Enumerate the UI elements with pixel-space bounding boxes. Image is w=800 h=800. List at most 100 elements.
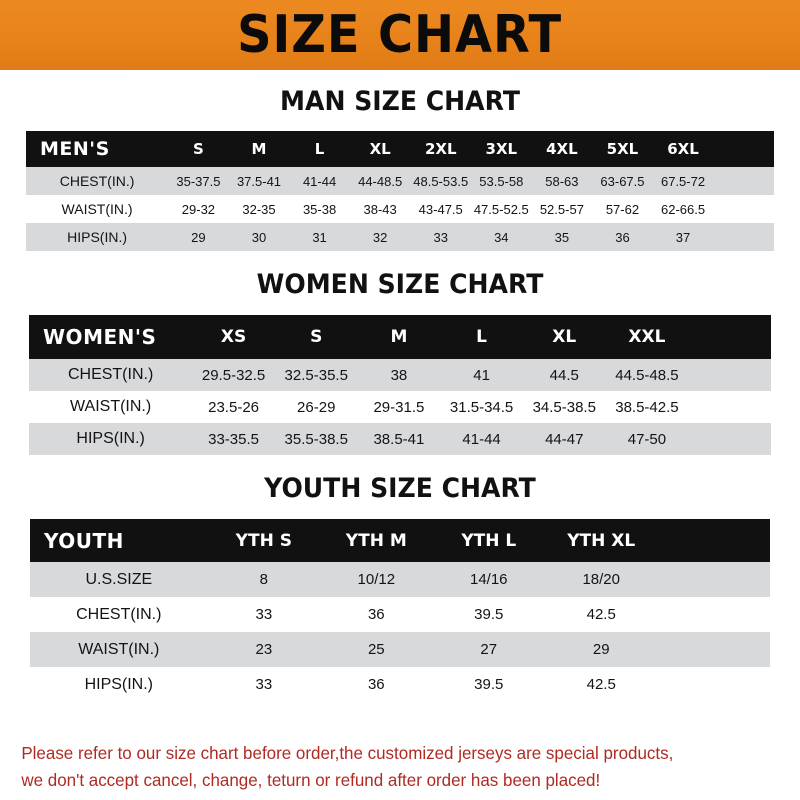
table-row: WAIST(IN.) 23.5-26 26-29 29-31.5 31.5-34.5 34… (29, 391, 771, 423)
women-cell: 44.5-48.5 (605, 359, 689, 391)
men-cell: 37.5-41 (228, 167, 290, 195)
women-cell: 33-35.5 (192, 423, 275, 455)
women-cell: 23.5-26 (192, 391, 275, 423)
men-cell: 48.5-53.5 (410, 167, 472, 195)
men-row-label: HIPS(IN.) (26, 223, 169, 251)
youth-cell: 36 (320, 667, 433, 702)
men-cell: 35-38 (289, 195, 350, 223)
men-cell: 53.5-58 (471, 167, 532, 195)
youth-cell: 36 (320, 597, 433, 632)
men-cell-filler (713, 223, 774, 251)
women-cell: 47-50 (605, 423, 689, 455)
table-row: HIPS(IN.) 33-35.5 35.5-38.5 38.5-41 41-44 44-… (29, 423, 771, 455)
women-size-header-xs: XS (192, 315, 275, 359)
youth-table-head: YOUTH YTH S YTH M YTH L YTH XL (30, 519, 770, 562)
youth-row-label: U.S.SIZE (30, 562, 208, 597)
youth-row-label: CHEST(IN.) (30, 597, 208, 632)
youth-size-header-yth-s: YTH S (207, 519, 321, 562)
men-size-header-5xl: 5XL (592, 131, 653, 167)
table-row: WAIST(IN.) 29-32 32-35 35-38 38-43 43-47.5 47.… (26, 195, 774, 223)
youth-size-header-yth-m: YTH M (320, 519, 433, 562)
women-row-label: HIPS(IN.) (29, 423, 193, 455)
women-header-filler (688, 315, 771, 359)
women-size-table: WOMEN'S XS S M L XL XXL CHEST(IN.) 29.5-32.5 32… (29, 315, 771, 455)
youth-cell: 42.5 (545, 667, 658, 702)
men-cell: 35-37.5 (168, 167, 229, 195)
men-cell: 37 (652, 223, 714, 251)
youth-cell: 29 (545, 632, 658, 667)
men-size-header-6xl: 6XL (652, 131, 714, 167)
men-cell: 36 (592, 223, 653, 251)
men-cell: 67.5-72 (652, 167, 714, 195)
youth-cell: 14/16 (432, 562, 545, 597)
youth-size-table: YOUTH YTH S YTH M YTH L YTH XL U.S.SIZE 8 10/… (30, 519, 770, 702)
women-cell: 35.5-38.5 (274, 423, 358, 455)
women-cell: 38.5-41 (357, 423, 441, 455)
women-size-header-m: M (357, 315, 441, 359)
youth-cell: 33 (207, 597, 321, 632)
men-cell: 32-35 (228, 195, 290, 223)
youth-row-label: HIPS(IN.) (30, 667, 208, 702)
men-cell-filler (713, 195, 774, 223)
size-chart-banner: SIZE CHART (0, 0, 800, 70)
table-row: HIPS(IN.) 33 36 39.5 42.5 (30, 667, 770, 702)
women-cell-filler (688, 423, 771, 455)
men-size-header-3xl: 3XL (471, 131, 532, 167)
men-table-head: MEN'S S M L XL 2XL 3XL 4XL 5XL 6XL (26, 131, 774, 167)
women-row-label: WAIST(IN.) (29, 391, 193, 423)
men-cell: 29-32 (168, 195, 229, 223)
disclaimer-line-2: we don't accept cancel, change, teturn o… (21, 769, 601, 790)
men-cell: 35 (531, 223, 593, 251)
men-header-row: MEN'S S M L XL 2XL 3XL 4XL 5XL 6XL (26, 131, 774, 167)
table-row: HIPS(IN.) 29 30 31 32 33 34 35 36 37 (26, 223, 774, 251)
youth-table-body: U.S.SIZE 8 10/12 14/16 18/20 CHEST(IN.) 33 36 3… (30, 562, 770, 702)
men-cell: 29 (168, 223, 229, 251)
women-cell: 41 (440, 359, 523, 391)
table-row: CHEST(IN.) 35-37.5 37.5-41 41-44 44-48.5 48.5… (26, 167, 774, 195)
youth-cell: 39.5 (432, 597, 545, 632)
women-size-section: WOMEN SIZE CHART WOMEN'S XS S M L XL XXL CHES… (0, 251, 800, 455)
men-row-label: CHEST(IN.) (26, 167, 169, 195)
table-row: WAIST(IN.) 23 25 27 29 (30, 632, 770, 667)
youth-header-filler (657, 519, 770, 562)
youth-cell: 23 (207, 632, 321, 667)
men-cell: 47.5-52.5 (471, 195, 532, 223)
men-table-body: CHEST(IN.) 35-37.5 37.5-41 41-44 44-48.5 48.5… (26, 167, 774, 251)
women-cell-filler (688, 391, 771, 423)
youth-cell-filler (657, 667, 770, 702)
men-cell: 34 (471, 223, 532, 251)
women-size-header-s: S (274, 315, 358, 359)
women-cell: 38.5-42.5 (605, 391, 689, 423)
women-size-header-l: L (440, 315, 523, 359)
men-size-section: MAN SIZE CHART MEN'S S M L XL 2XL 3XL 4XL 5XL 6X… (0, 70, 800, 251)
size-chart-disclaimer: Please refer to our size chart before or… (0, 740, 776, 794)
men-cell: 41-44 (289, 167, 350, 195)
youth-row-label: WAIST(IN.) (30, 632, 208, 667)
youth-cell: 39.5 (432, 667, 545, 702)
men-cell: 32 (349, 223, 411, 251)
women-header-row: WOMEN'S XS S M L XL XXL (29, 315, 771, 359)
table-row: U.S.SIZE 8 10/12 14/16 18/20 (30, 562, 770, 597)
youth-cell-filler (657, 562, 770, 597)
banner-title: SIZE CHART (237, 5, 563, 65)
youth-cell-filler (657, 632, 770, 667)
men-header-label: MEN'S (26, 131, 169, 167)
men-size-header-m: M (228, 131, 290, 167)
men-size-header-xl: XL (349, 131, 411, 167)
women-section-title: WOMEN SIZE CHART (256, 269, 544, 300)
women-table-body: CHEST(IN.) 29.5-32.5 32.5-35.5 38 41 44.5 44.5… (29, 359, 771, 455)
men-cell-filler (713, 167, 774, 195)
youth-size-header-yth-xl: YTH XL (545, 519, 658, 562)
table-row: CHEST(IN.) 29.5-32.5 32.5-35.5 38 41 44.5 44.5… (29, 359, 771, 391)
men-size-header-4xl: 4XL (531, 131, 593, 167)
table-row: CHEST(IN.) 33 36 39.5 42.5 (30, 597, 770, 632)
youth-cell: 42.5 (545, 597, 658, 632)
youth-cell: 18/20 (545, 562, 658, 597)
youth-cell: 27 (432, 632, 545, 667)
youth-cell: 10/12 (320, 562, 433, 597)
men-cell: 62-66.5 (652, 195, 714, 223)
men-section-title: MAN SIZE CHART (280, 86, 520, 117)
women-cell-filler (688, 359, 771, 391)
men-header-filler (713, 131, 774, 167)
women-cell: 26-29 (274, 391, 358, 423)
